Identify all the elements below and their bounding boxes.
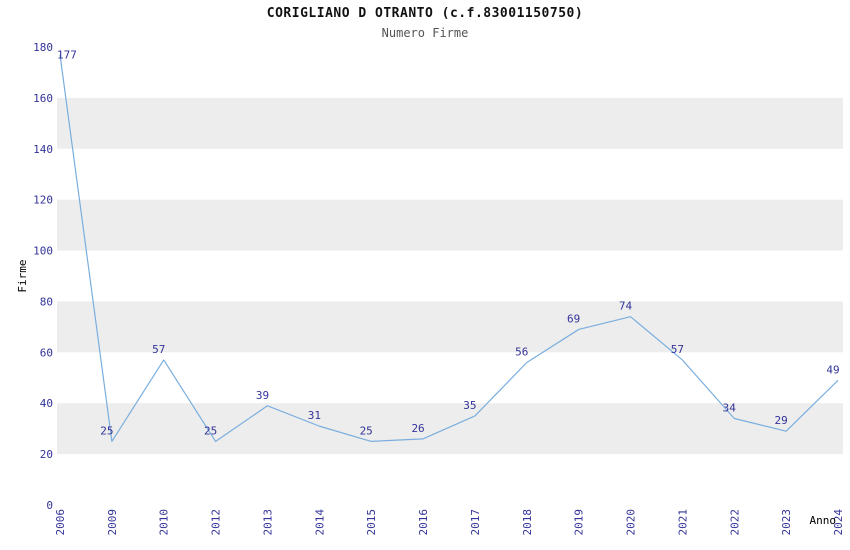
x-tick-label: 2016 xyxy=(417,509,430,536)
y-axis-title: Firme xyxy=(16,259,29,292)
value-label: 29 xyxy=(775,414,788,427)
y-tick-label: 60 xyxy=(40,346,53,359)
x-tick-label: 2021 xyxy=(676,509,689,536)
chart-title: CORIGLIANO D OTRANTO (c.f.83001150750) xyxy=(266,6,584,21)
x-tick-label: 2006 xyxy=(54,509,67,536)
y-tick-label: 0 xyxy=(46,499,53,512)
value-label: 57 xyxy=(671,343,684,356)
value-label: 26 xyxy=(411,422,424,435)
background-band xyxy=(57,97,843,149)
y-tick-label: 140 xyxy=(33,143,53,156)
y-tick-label: 40 xyxy=(40,397,53,410)
x-tick-label: 2023 xyxy=(780,509,793,536)
y-tick-label: 120 xyxy=(33,194,53,207)
background-band xyxy=(57,199,843,251)
chart-subtitle: Numero Firme xyxy=(381,26,469,40)
value-label: 57 xyxy=(152,343,165,356)
x-tick-label: 2018 xyxy=(521,509,534,536)
x-tick-label: 2022 xyxy=(728,509,741,536)
y-tick-label: 80 xyxy=(40,295,53,308)
y-tick-label: 100 xyxy=(33,245,53,258)
x-tick-label: 2014 xyxy=(313,509,326,536)
y-tick-label: 20 xyxy=(40,448,53,461)
value-label: 31 xyxy=(308,409,321,422)
x-tick-label: 2013 xyxy=(261,509,274,536)
value-label: 49 xyxy=(826,363,839,376)
value-label: 25 xyxy=(100,424,113,437)
value-label: 25 xyxy=(204,424,217,437)
value-label: 35 xyxy=(463,399,476,412)
x-tick-label: 2015 xyxy=(365,509,378,536)
y-tick-label: 160 xyxy=(33,92,53,105)
x-tick-label: 2017 xyxy=(469,509,482,536)
x-tick-label: 2010 xyxy=(158,509,171,536)
value-label: 25 xyxy=(360,424,373,437)
x-tick-label: 2019 xyxy=(573,509,586,536)
x-tick-label: 2024 xyxy=(832,509,845,536)
value-label: 34 xyxy=(723,401,737,414)
data-line xyxy=(59,54,839,442)
value-label: 74 xyxy=(619,300,633,313)
value-label: 69 xyxy=(567,312,580,325)
value-label: 39 xyxy=(256,389,269,402)
background-band xyxy=(57,301,843,353)
y-tick-label: 180 xyxy=(33,41,53,54)
value-label: 56 xyxy=(515,346,528,359)
background-band xyxy=(57,403,843,455)
x-tick-label: 2012 xyxy=(210,509,223,536)
x-tick-label: 2009 xyxy=(106,509,119,536)
value-label: 177 xyxy=(57,49,77,62)
x-axis-title: Anno xyxy=(810,514,837,527)
x-tick-label: 2020 xyxy=(625,509,638,536)
